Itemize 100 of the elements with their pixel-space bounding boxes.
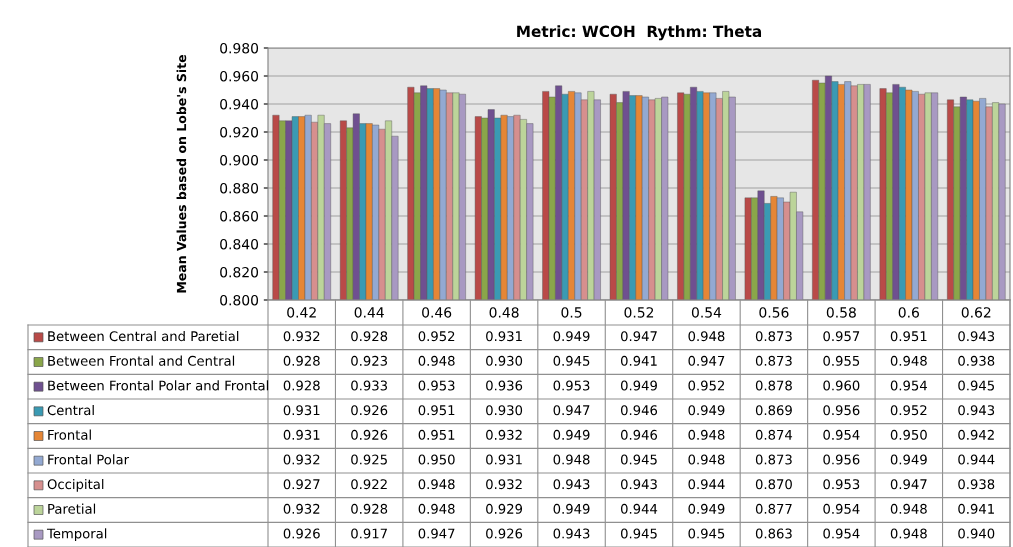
x-tick-label: 0.52 xyxy=(624,307,654,318)
legend-label: Frontal Polar xyxy=(48,454,130,465)
data-label: 0.947 xyxy=(688,355,725,366)
data-label: 0.954 xyxy=(823,528,860,539)
data-label: 0.947 xyxy=(620,331,657,342)
x-tick-label: 0.54 xyxy=(691,307,722,318)
data-label: 0.933 xyxy=(351,380,388,391)
data-label: 0.949 xyxy=(620,380,657,391)
data-label: 0.949 xyxy=(553,331,590,342)
data-label: 0.948 xyxy=(418,355,455,366)
legend-label: Paretial xyxy=(48,503,96,514)
data-label: 0.932 xyxy=(283,503,320,514)
data-label: 0.926 xyxy=(486,528,523,539)
data-label: 0.955 xyxy=(823,355,860,366)
y-axis-title: Mean Values based on Lobe's Site xyxy=(176,54,187,293)
data-label: 0.940 xyxy=(958,528,995,539)
legend-label: Between Frontal and Central xyxy=(48,355,235,366)
data-label: 0.932 xyxy=(486,429,522,440)
data-label: 0.945 xyxy=(620,454,657,465)
data-label: 0.947 xyxy=(890,479,927,490)
legend-label: Between Central and Paretial xyxy=(48,330,239,342)
data-label: 0.931 xyxy=(283,429,320,440)
data-label: 0.949 xyxy=(688,405,725,416)
data-label: 0.917 xyxy=(351,528,387,539)
y-tick-label: 0.800 xyxy=(220,294,259,306)
data-label: 0.948 xyxy=(890,503,927,514)
data-label: 0.945 xyxy=(553,355,590,366)
data-label: 0.926 xyxy=(351,429,388,440)
data-label: 0.873 xyxy=(755,454,792,465)
chart-title: Metric: WCOH Rythm: Theta xyxy=(517,25,762,41)
data-label: 0.929 xyxy=(486,503,523,514)
data-label: 0.951 xyxy=(890,331,927,342)
data-label: 0.945 xyxy=(958,380,995,391)
data-label: 0.960 xyxy=(823,380,860,391)
data-label: 0.878 xyxy=(755,380,792,391)
data-label: 0.952 xyxy=(890,405,927,416)
data-label: 0.950 xyxy=(418,454,455,465)
data-label: 0.874 xyxy=(755,429,793,440)
x-tick-label: 0.56 xyxy=(759,307,789,318)
data-label: 0.947 xyxy=(553,405,590,416)
data-label: 0.932 xyxy=(283,454,320,465)
data-label: 0.943 xyxy=(620,479,657,490)
y-tick-label: 0.940 xyxy=(220,98,259,110)
legend-label: Occipital xyxy=(47,478,104,492)
data-label: 0.948 xyxy=(418,479,455,490)
data-label: 0.953 xyxy=(823,479,860,490)
x-tick-label: 0.62 xyxy=(961,307,991,318)
data-label: 0.944 xyxy=(620,503,658,514)
data-label: 0.922 xyxy=(351,479,387,490)
data-label: 0.870 xyxy=(755,479,792,490)
data-label: 0.931 xyxy=(486,331,522,342)
x-tick-label: 0.44 xyxy=(354,307,384,318)
x-tick-label: 0.46 xyxy=(422,307,452,318)
data-label: 0.942 xyxy=(958,429,994,440)
data-label: 0.949 xyxy=(688,503,725,514)
x-tick-label: 0.42 xyxy=(287,307,316,318)
data-label: 0.953 xyxy=(553,380,590,391)
data-label: 0.927 xyxy=(283,479,320,490)
data-label: 0.954 xyxy=(823,503,860,514)
data-label: 0.923 xyxy=(351,355,388,366)
data-label: 0.925 xyxy=(351,454,387,465)
data-label: 0.952 xyxy=(418,331,455,342)
y-tick-label: 0.880 xyxy=(220,182,259,194)
data-label: 0.931 xyxy=(283,405,320,416)
data-label: 0.944 xyxy=(688,479,725,490)
legend-label: Between Frontal Polar and Frontal xyxy=(48,380,269,391)
x-tick-label: 0.5 xyxy=(561,307,582,318)
data-label: 0.945 xyxy=(688,528,725,539)
data-label: 0.957 xyxy=(823,331,860,342)
data-label: 0.932 xyxy=(486,479,522,490)
data-label: 0.948 xyxy=(890,528,927,539)
data-label: 0.928 xyxy=(351,331,388,342)
data-label: 0.936 xyxy=(486,380,523,391)
y-tick-label: 0.900 xyxy=(220,154,259,166)
data-label: 0.873 xyxy=(755,355,792,366)
data-label: 0.953 xyxy=(418,380,455,391)
data-label: 0.928 xyxy=(283,355,320,366)
data-label: 0.954 xyxy=(890,380,927,391)
data-label: 0.948 xyxy=(890,355,927,366)
data-label: 0.877 xyxy=(755,503,792,514)
data-label: 0.926 xyxy=(283,528,320,539)
legend-label: Temporal xyxy=(46,528,107,542)
data-label: 0.949 xyxy=(553,503,590,514)
data-label: 0.946 xyxy=(620,429,658,440)
data-label: 0.873 xyxy=(755,331,792,342)
data-label: 0.943 xyxy=(553,479,590,490)
data-label: 0.952 xyxy=(688,380,725,391)
y-tick-label: 0.980 xyxy=(220,42,259,54)
y-tick-label: 0.920 xyxy=(220,126,259,138)
data-label: 0.946 xyxy=(620,405,658,416)
data-label: 0.948 xyxy=(553,454,590,465)
x-tick-label: 0.48 xyxy=(489,307,519,318)
legend-label: Frontal xyxy=(48,429,91,440)
data-label: 0.949 xyxy=(890,454,927,465)
data-label: 0.928 xyxy=(283,380,320,391)
y-tick-label: 0.840 xyxy=(220,238,259,250)
data-label: 0.932 xyxy=(283,331,320,342)
y-tick-label: 0.960 xyxy=(220,70,259,82)
y-tick-label: 0.860 xyxy=(220,210,259,222)
x-tick-label: 0.58 xyxy=(826,307,856,318)
